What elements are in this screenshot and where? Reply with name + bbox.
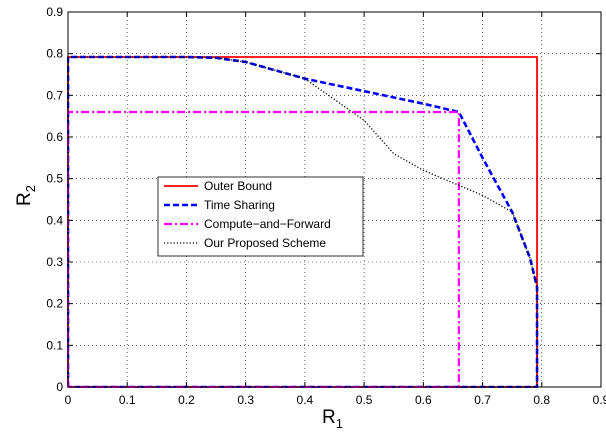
y-axis-label: R2 xyxy=(14,185,38,206)
y-tick-label: 0.6 xyxy=(46,130,63,144)
plot-frame xyxy=(67,11,602,388)
x-tick-label: 0 xyxy=(65,393,72,407)
legend-label-3: Our Proposed Scheme xyxy=(204,236,326,250)
y-tick-label: 0.8 xyxy=(46,47,63,61)
y-tick-label: 0.7 xyxy=(46,88,63,102)
x-tick-label: 0.8 xyxy=(533,393,550,407)
y-tick-label: 0.1 xyxy=(46,338,63,352)
y-tick-label: 0.2 xyxy=(46,297,63,311)
x-axis-label-subscript: 1 xyxy=(336,416,343,431)
y-tick-label: 0 xyxy=(56,380,63,394)
legend-label-2: Compute−and−Forward xyxy=(204,217,331,231)
y-tick-label: 0.5 xyxy=(46,172,63,186)
x-tick-label: 0.7 xyxy=(474,393,491,407)
ticks: 0 0.1 0.2 0.3 0.4 0.5 0.6 0.7 0.8 0.9 0 0.1 0.2 0.3 0.… xyxy=(46,5,606,407)
x-tick-label: 0.3 xyxy=(237,393,254,407)
x-tick-label: 0.1 xyxy=(119,393,136,407)
grid xyxy=(68,12,601,387)
series-line-3 xyxy=(67,56,538,388)
legend-label-1: Time Sharing xyxy=(204,198,275,212)
x-tick-label: 0.4 xyxy=(297,393,314,407)
y-tick-label: 0.3 xyxy=(46,255,63,269)
x-axis-label: R1 xyxy=(322,407,343,431)
x-tick-label: 0.5 xyxy=(356,393,373,407)
legend-label-0: Outer Bound xyxy=(204,179,272,193)
series-line-1 xyxy=(67,55,539,388)
legend: Outer Bound Time Sharing Compute−and−Forwa… xyxy=(157,176,364,257)
y-tick-label: 0.4 xyxy=(46,213,63,227)
x-tick-label: 0.6 xyxy=(415,393,432,407)
x-tick-label: 0.2 xyxy=(178,393,195,407)
y-tick-label: 0.9 xyxy=(46,5,63,19)
legend-box xyxy=(157,176,364,257)
y-axis-label-subscript: 2 xyxy=(23,185,38,192)
x-tick-label: 0.9 xyxy=(593,393,606,407)
